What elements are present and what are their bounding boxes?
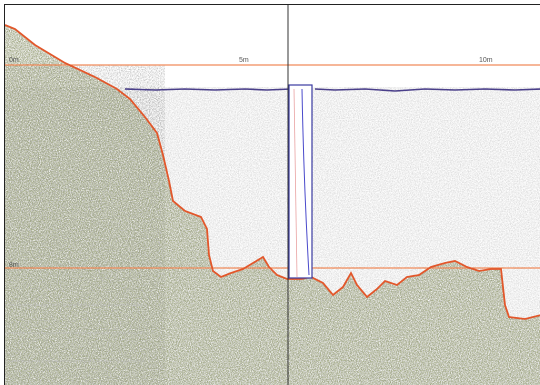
depth-gridlines [5,304,145,362]
echogram-view[interactable] [5,5,540,385]
echogram-panel[interactable]: 0m 5m 10m 8m [4,4,540,385]
range-label-mid: 5m [239,57,249,64]
range-label-surface: 0m [9,57,19,64]
water-surface-line [124,88,540,92]
bottom-track-line [5,24,540,320]
range-label-right: 10m [479,57,493,64]
sounding-column-marker[interactable] [288,84,313,279]
range-label-deep: 8m [9,262,19,269]
